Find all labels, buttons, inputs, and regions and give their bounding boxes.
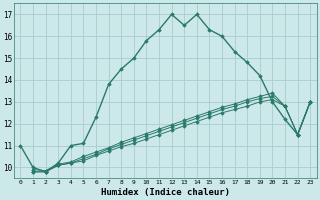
X-axis label: Humidex (Indice chaleur): Humidex (Indice chaleur) xyxy=(101,188,230,197)
